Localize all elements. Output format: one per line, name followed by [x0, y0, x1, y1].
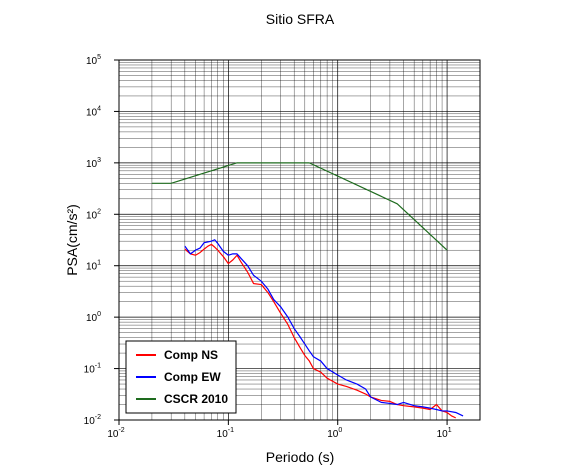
- x-tick-label: 100: [327, 427, 342, 440]
- series-line-0: [184, 243, 456, 419]
- y-tick-label: 102: [86, 208, 101, 221]
- y-axis: 10-2 10-1 100 101 102 103 104 105: [84, 54, 119, 427]
- x-tick-label: 10-2: [107, 427, 124, 440]
- x-tick-label: 101: [437, 427, 452, 440]
- plot-frame: [118, 59, 481, 421]
- legend-label: CSCR 2010: [164, 392, 228, 406]
- legend-label: Comp NS: [164, 348, 218, 362]
- series-lines: [151, 162, 464, 419]
- chart-title: Sitio SFRA: [266, 11, 335, 27]
- y-tick-label: 10-2: [84, 414, 101, 427]
- y-tick-label: 100: [86, 311, 101, 324]
- grid: [119, 60, 480, 420]
- y-tick-label: 105: [86, 54, 101, 67]
- legend-label: Comp EW: [164, 370, 221, 384]
- x-axis: 10-2 10-1 100 101: [107, 420, 452, 440]
- legend: Comp NS Comp EW CSCR 2010: [125, 340, 237, 414]
- y-axis-label: PSA(cm/s²): [64, 204, 80, 276]
- y-tick-label: 104: [86, 105, 101, 118]
- y-tick-label: 10-1: [84, 363, 101, 376]
- y-tick-label: 103: [86, 157, 101, 170]
- y-tick-label: 101: [86, 260, 101, 273]
- series-line-1: [184, 239, 464, 417]
- x-tick-label: 10-1: [217, 427, 234, 440]
- x-axis-label: Periodo (s): [266, 449, 334, 465]
- series-line-2: [151, 162, 448, 251]
